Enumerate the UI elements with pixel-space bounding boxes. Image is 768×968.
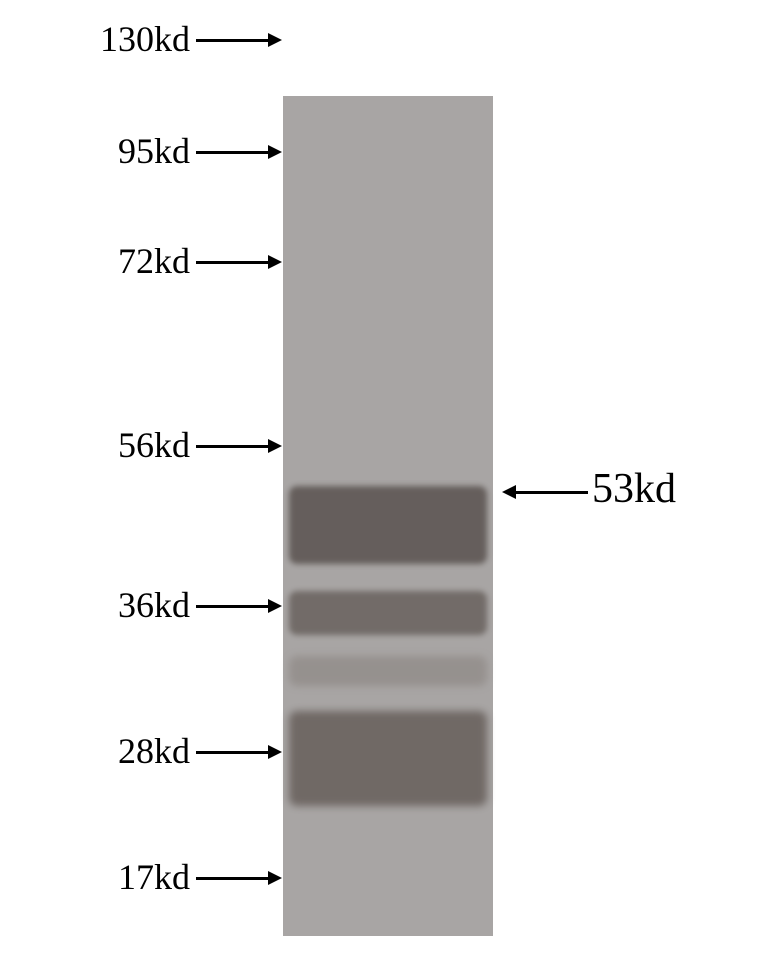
mw-marker-label: 28kd — [118, 730, 190, 772]
protein-band — [289, 486, 487, 564]
mw-marker-label: 95kd — [118, 130, 190, 172]
marker-arrow-icon — [196, 33, 282, 47]
protein-band — [289, 656, 487, 686]
marker-arrow-icon — [196, 439, 282, 453]
mw-marker-label: 130kd — [100, 18, 190, 60]
marker-arrow-icon — [196, 255, 282, 269]
protein-band — [289, 711, 487, 806]
target-arrow-icon — [502, 485, 588, 499]
target-band-label: 53kd — [592, 465, 676, 513]
blot-figure: 130kd 95kd 72kd 56kd 36kd 28kd 17kd 53kd — [0, 0, 768, 968]
marker-arrow-icon — [196, 599, 282, 613]
mw-marker-label: 72kd — [118, 240, 190, 282]
mw-marker-label: 56kd — [118, 424, 190, 466]
marker-arrow-icon — [196, 745, 282, 759]
protein-band — [289, 591, 487, 635]
mw-marker-label: 36kd — [118, 584, 190, 626]
marker-arrow-icon — [196, 145, 282, 159]
mw-marker-label: 17kd — [118, 856, 190, 898]
marker-arrow-icon — [196, 871, 282, 885]
